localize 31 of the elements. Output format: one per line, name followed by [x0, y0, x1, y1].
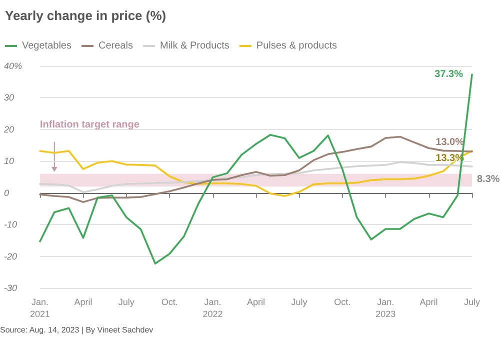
y-tick-label: -10	[4, 220, 18, 230]
x-tick-label: July	[291, 297, 308, 307]
legend-label: Pulses & products	[256, 40, 338, 52]
x-tick-label: Jan. 2023	[376, 297, 396, 319]
line-series	[39, 136, 473, 203]
x-tick-label: Oct.	[161, 297, 178, 307]
y-tick-label: 20	[3, 124, 14, 134]
line-series	[39, 161, 473, 194]
data-label: 37.3%	[434, 69, 464, 80]
y-tick-label: 30	[4, 92, 14, 103]
y-tick-label: 0	[4, 188, 10, 198]
legend-label: Milk & Products	[160, 40, 230, 52]
y-tick-label: -20	[4, 251, 18, 262]
y-tick-label: 10	[4, 156, 14, 166]
band-label: Inflation target range	[40, 119, 140, 130]
y-tick-label: 40%	[4, 61, 22, 71]
data-label: 8.3%	[477, 174, 500, 186]
x-tick-label: April	[74, 297, 92, 307]
chart-title: Yearly change in price (%)	[5, 8, 166, 23]
x-tick-label: April	[420, 297, 438, 307]
x-tick-label: July	[118, 297, 135, 307]
legend-label: Vegetables	[22, 40, 72, 52]
x-tick-label: Oct.	[334, 297, 351, 307]
legend-label: Cereals	[98, 40, 133, 52]
line-series	[39, 150, 473, 197]
x-tick-label: July	[464, 297, 480, 307]
y-tick-label: -30	[4, 283, 18, 293]
x-tick-label: Jan. 2021	[30, 297, 50, 319]
source-note: Source: Aug. 14, 2023 | By Vineet Sachdev	[0, 326, 154, 334]
x-tick-label: April	[246, 297, 266, 307]
x-tick-label: Jan. 2022	[202, 297, 223, 319]
